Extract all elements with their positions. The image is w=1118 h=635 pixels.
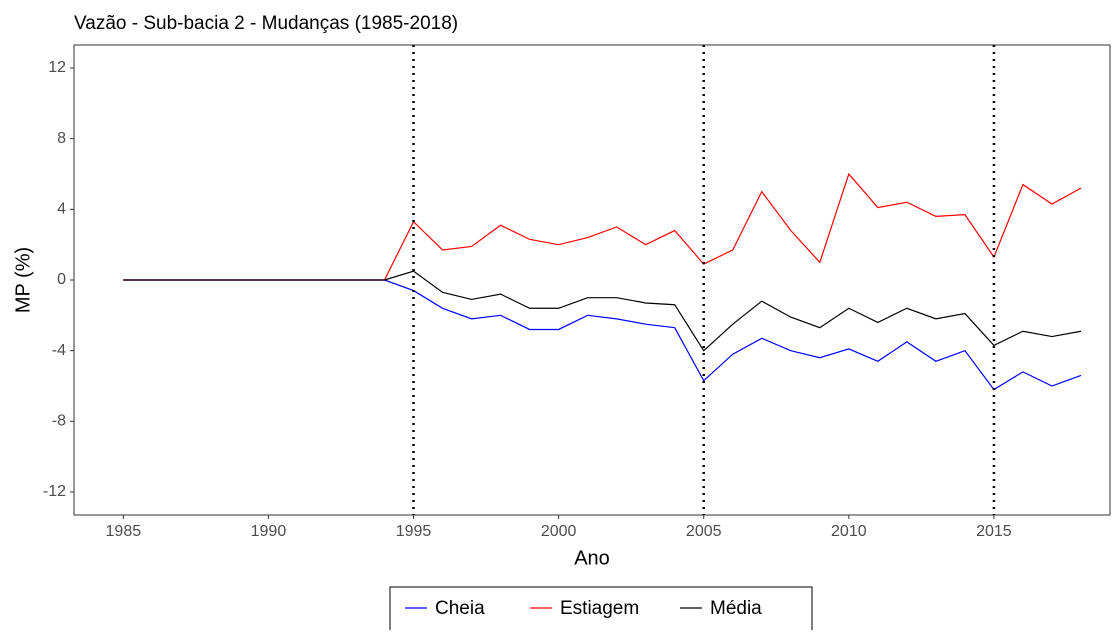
y-tick-label: -8 [52, 413, 66, 430]
y-tick-label: 4 [57, 201, 66, 218]
legend-label: Média [710, 598, 762, 619]
x-tick-label: 1990 [251, 523, 287, 540]
x-tick-label: 1985 [106, 523, 142, 540]
y-tick-label: -12 [43, 483, 66, 500]
x-tick-label: 1995 [396, 523, 432, 540]
x-tick-label: 2005 [686, 523, 722, 540]
y-tick-label: 8 [57, 130, 66, 147]
y-tick-label: 0 [57, 271, 66, 288]
legend-label: Estiagem [560, 598, 639, 619]
y-tick-label: 12 [48, 59, 66, 76]
series-line [123, 279, 1082, 391]
x-tick-label: 2015 [976, 523, 1012, 540]
y-axis-label: MP (%) [12, 247, 34, 313]
x-tick-label: 2000 [541, 523, 577, 540]
legend-label: Cheia [435, 598, 485, 619]
x-tick-label: 2010 [831, 523, 867, 540]
x-axis-label: Ano [574, 547, 610, 569]
series-line [123, 172, 1082, 281]
y-tick-label: -4 [52, 342, 66, 359]
chart-title: Vazão - Sub-bacia 2 - Mudanças (1985-201… [74, 13, 458, 34]
series-line [123, 270, 1082, 352]
legend-box [389, 586, 813, 635]
